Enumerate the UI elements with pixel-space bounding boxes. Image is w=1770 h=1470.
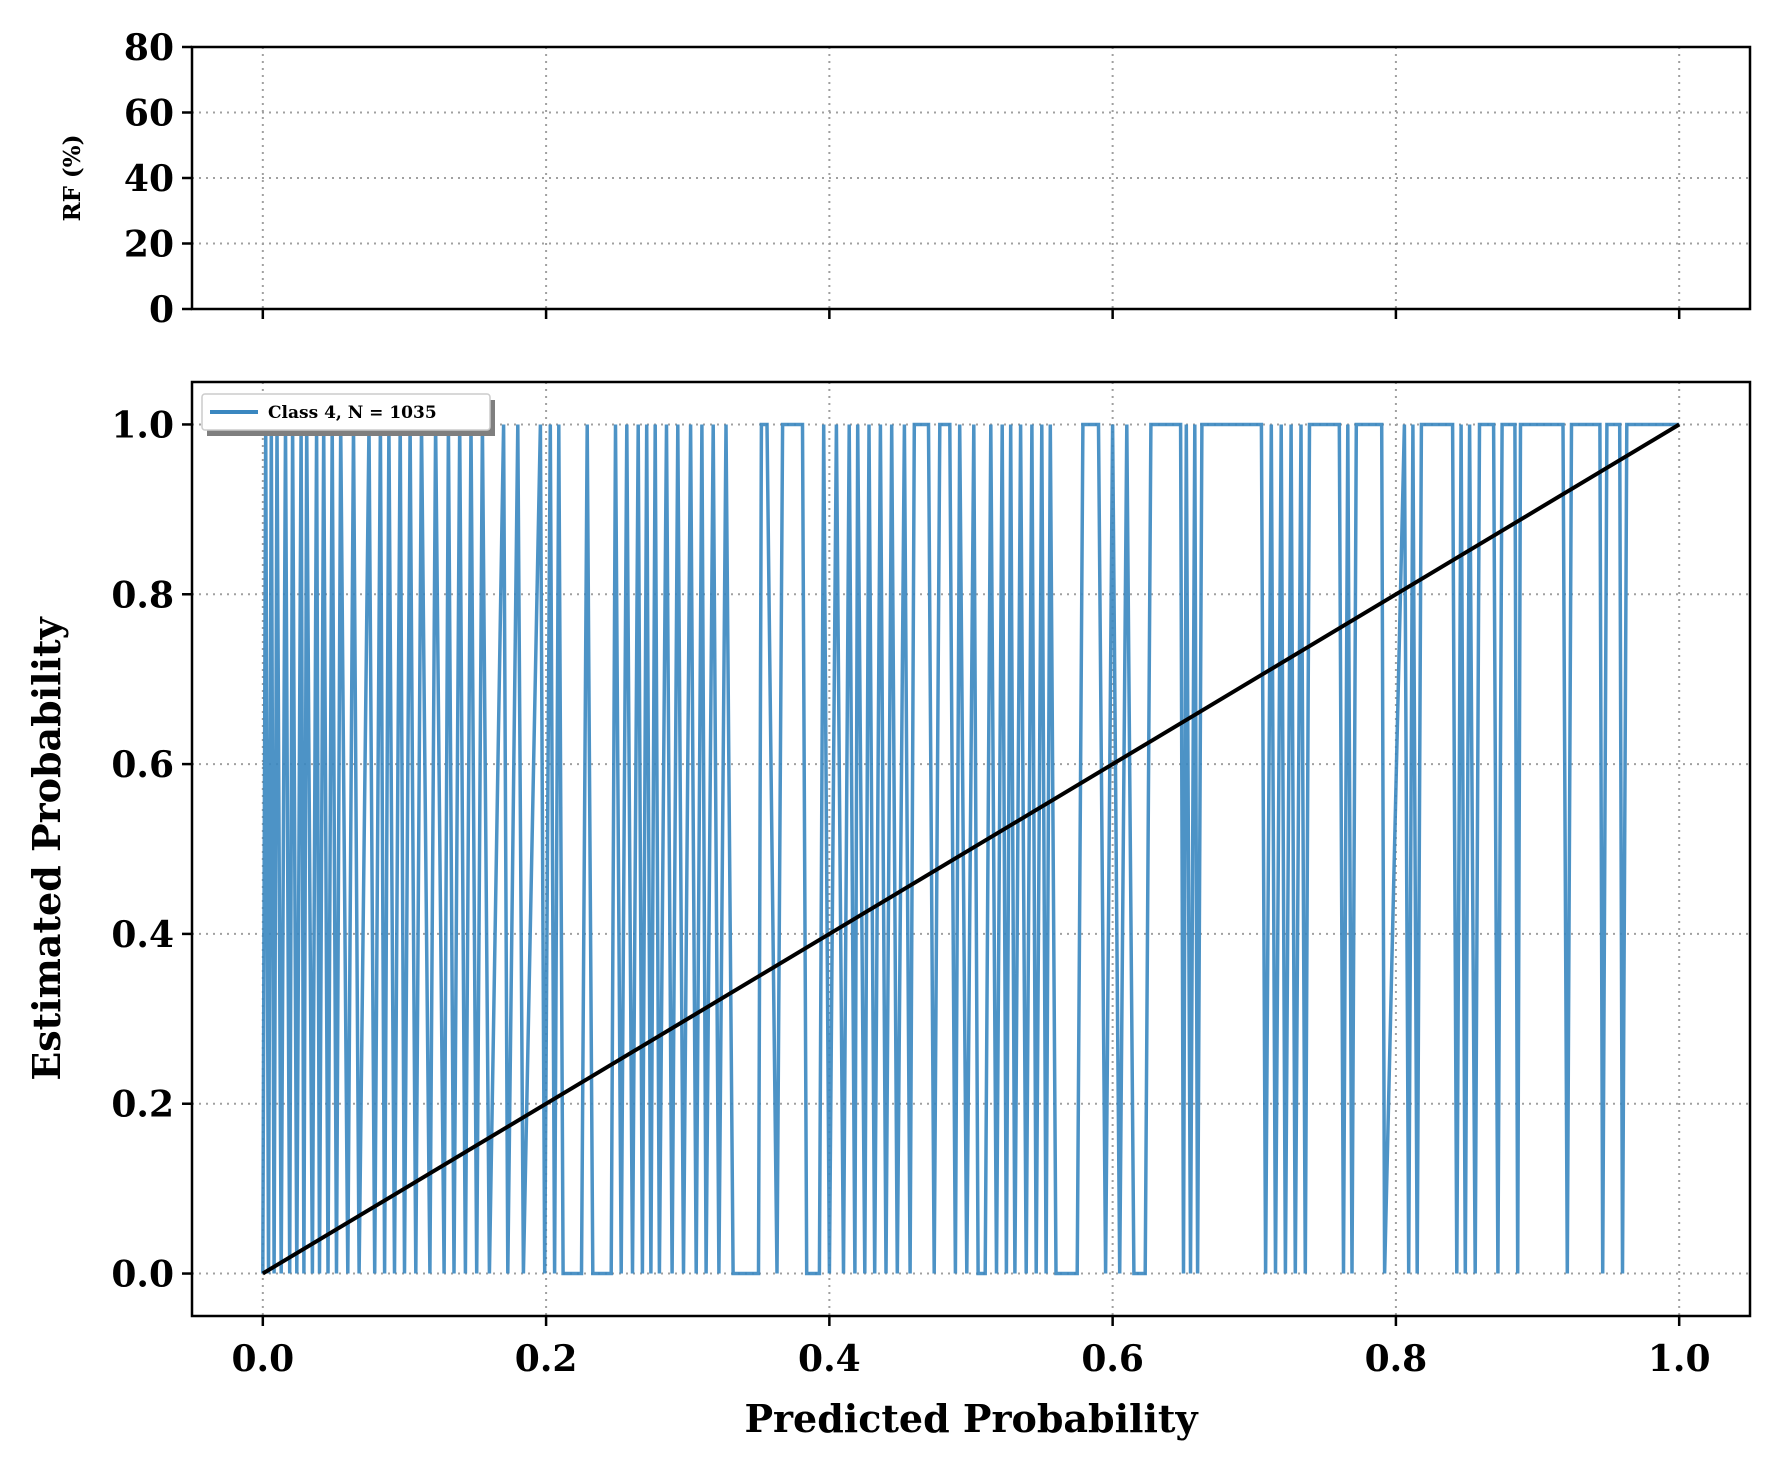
x-tick-label: 0.0 <box>231 1338 294 1380</box>
rf-panel-grid <box>192 47 1750 309</box>
calibration-panel-frame <box>190 380 1752 1318</box>
legend: Class 4, N = 1035 <box>201 393 495 436</box>
calibration-panel-ticks: 0.0 0.2 0.4 0.6 0.8 1.0 0.0 0.2 0.4 0.6 0.8 1.0 <box>111 404 1710 1380</box>
rf-panel-ytick-label: 60 <box>124 93 174 135</box>
x-tick-label: 0.4 <box>798 1338 861 1380</box>
rf-panel-ylabel: RF (%) <box>59 134 86 221</box>
reference-diagonal-line <box>261 422 1681 1276</box>
rf-panel-ytick-label: 0 <box>149 289 174 331</box>
x-axis-title: Predicted Probability <box>744 1396 1198 1441</box>
y-tick-label: 0.2 <box>111 1084 174 1126</box>
rf-panel-ytick-label: 80 <box>124 27 174 69</box>
series-line-class-4 <box>261 422 1680 1276</box>
calibration-panel: 0.0 0.2 0.4 0.6 0.8 1.0 0.0 0.2 0.4 0.6 0.8 1.0 Pre… <box>24 380 1752 1441</box>
legend-label: Class 4, N = 1035 <box>268 403 437 423</box>
y-axis-title: Estimated Probability <box>24 616 69 1080</box>
x-tick-label: 0.6 <box>1081 1338 1144 1380</box>
x-tick-label: 1.0 <box>1648 1338 1711 1380</box>
y-tick-label: 0.4 <box>111 914 174 956</box>
rf-panel-ticks: 0 20 40 60 80 <box>124 27 1681 331</box>
x-tick-label: 0.8 <box>1365 1338 1428 1380</box>
rf-panel-ytick-label: 40 <box>124 158 174 200</box>
rf-panel-ytick-label: 20 <box>124 224 174 266</box>
y-tick-label: 0.6 <box>111 744 174 786</box>
x-tick-label: 0.2 <box>515 1338 578 1380</box>
y-tick-label: 1.0 <box>111 404 174 446</box>
y-tick-label: 0.8 <box>111 574 174 616</box>
calibration-series-layer <box>261 422 1681 1276</box>
legend-box <box>201 393 491 431</box>
rf-panel: 0 20 40 60 80 RF (%) <box>59 27 1752 331</box>
y-tick-label: 0.0 <box>111 1254 174 1296</box>
